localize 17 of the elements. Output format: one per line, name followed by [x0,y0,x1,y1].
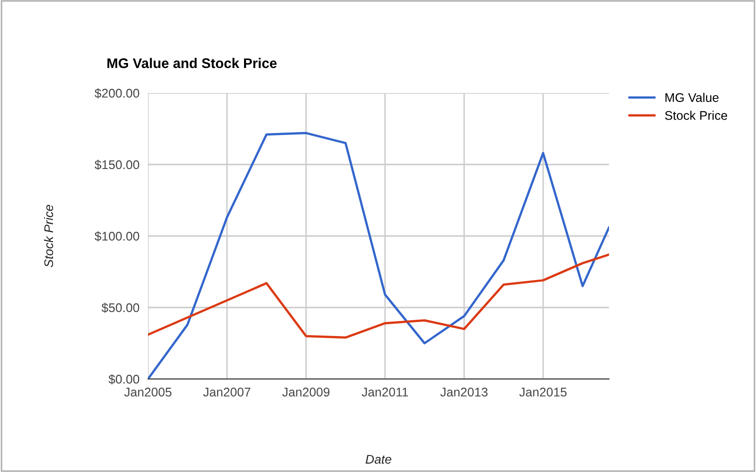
y-tick-label: $200.00 [94,88,140,98]
legend-label: MG Value [665,92,719,102]
y-tick-label: $50.00 [102,302,140,313]
y-tick-label: $150.00 [94,160,140,170]
legend-label: Stock Price [665,110,728,120]
x-tick-label: Jan2005 [124,388,172,397]
x-tick-label: Jan2015 [519,388,567,397]
y-axis-title: Stock Price [44,204,54,268]
x-tick-label: Jan2011 [362,388,408,397]
x-tick-label: Jan2007 [203,388,250,397]
x-tick-label: Jan2009 [282,388,330,397]
y-tick-label: $0.00 [108,374,140,384]
chart-title: MG Value and Stock Price [107,58,277,68]
x-axis-title: Date [366,455,392,464]
line-series [148,253,609,339]
y-tick-label: $100.00 [94,231,140,242]
x-tick-label: Jan2013 [440,388,488,397]
